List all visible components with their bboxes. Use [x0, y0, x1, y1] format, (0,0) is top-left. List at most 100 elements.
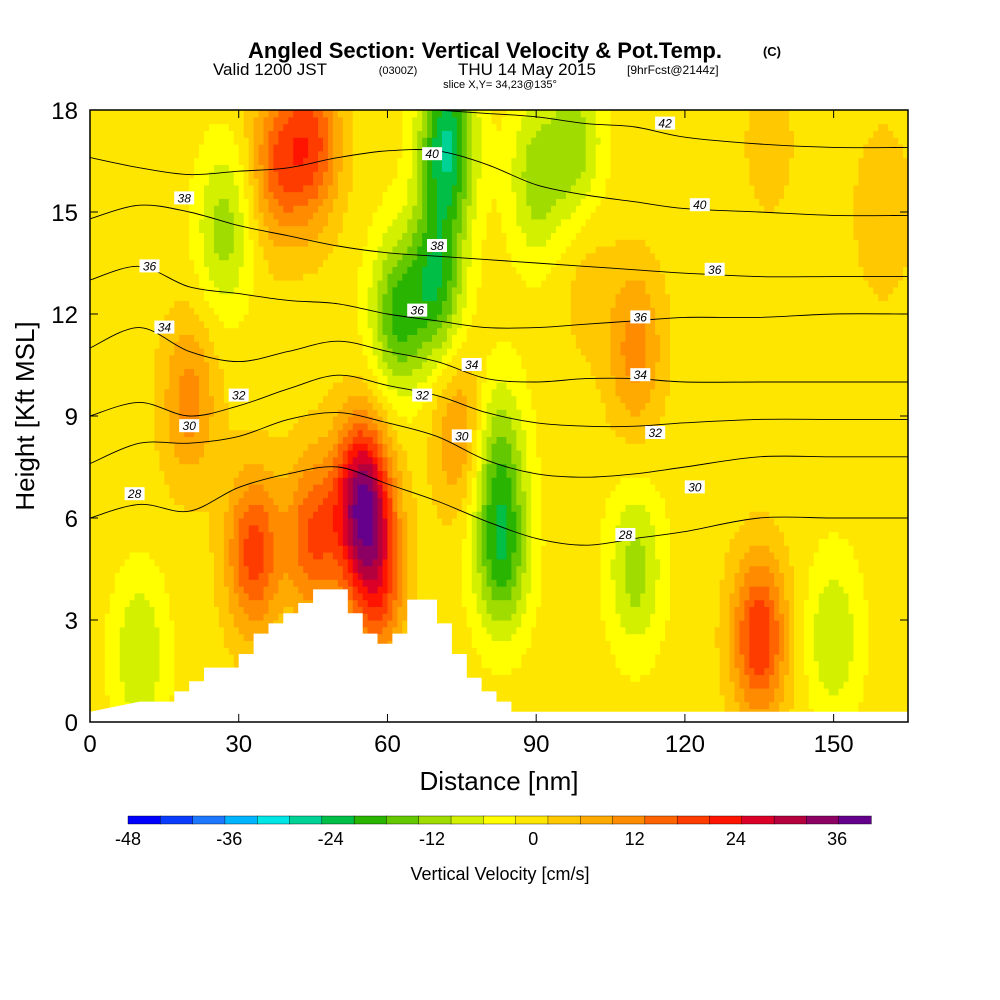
velocity-cell — [228, 341, 235, 349]
velocity-cell — [313, 429, 319, 437]
velocity-cell — [169, 538, 175, 546]
velocity-cell — [144, 694, 151, 703]
velocity-cell — [278, 361, 284, 369]
velocity-cell — [233, 640, 240, 648]
velocity-cell — [124, 246, 131, 254]
velocity-cell — [129, 334, 136, 342]
velocity-cell — [308, 416, 314, 424]
velocity-cell — [169, 572, 175, 580]
velocity-cell — [114, 606, 121, 614]
velocity-cell — [109, 184, 116, 193]
velocity-cell — [204, 477, 210, 485]
velocity-cell — [327, 266, 334, 274]
velocity-cell — [233, 504, 240, 512]
velocity-cell — [288, 354, 294, 363]
velocity-cell — [233, 327, 240, 335]
velocity-cell — [243, 382, 250, 390]
velocity-cell — [124, 368, 131, 376]
velocity-cell — [337, 565, 344, 573]
velocity-cell — [213, 660, 220, 669]
velocity-cell — [104, 273, 111, 281]
velocity-cell — [189, 252, 195, 261]
velocity-cell — [109, 701, 116, 709]
velocity-cell — [99, 463, 106, 471]
velocity-cell — [283, 382, 289, 390]
velocity-cell — [233, 531, 240, 539]
velocity-cell — [352, 246, 359, 254]
velocity-cell — [114, 280, 121, 288]
velocity-cell — [352, 212, 359, 220]
velocity-cell — [357, 144, 364, 152]
velocity-cell — [263, 273, 270, 281]
velocity-cell — [119, 361, 126, 369]
velocity-cell — [204, 511, 210, 519]
velocity-cell — [90, 654, 96, 662]
velocity-cell — [318, 307, 324, 315]
velocity-cell — [347, 293, 354, 301]
velocity-cell — [233, 259, 240, 267]
velocity-cell — [109, 592, 116, 601]
velocity-cell — [144, 511, 151, 519]
velocity-cell — [189, 395, 195, 403]
velocity-cell — [238, 552, 245, 560]
velocity-cell — [308, 531, 314, 539]
velocity-cell — [337, 388, 344, 397]
velocity-cell — [169, 688, 175, 696]
velocity-cell — [189, 320, 195, 329]
velocity-cell — [263, 259, 270, 267]
velocity-cell — [213, 558, 220, 567]
velocity-cell — [278, 354, 284, 363]
velocity-cell — [189, 354, 195, 363]
velocity-cell — [263, 205, 270, 213]
velocity-cell — [283, 524, 289, 533]
velocity-cell — [149, 456, 156, 465]
velocity-cell — [253, 606, 260, 614]
velocity-cell — [129, 259, 136, 267]
velocity-cell — [154, 218, 161, 227]
velocity-cell — [323, 205, 329, 213]
velocity-cell — [342, 450, 349, 458]
velocity-cell — [233, 246, 240, 254]
velocity-cell — [149, 232, 156, 240]
velocity-cell — [248, 443, 255, 451]
velocity-cell — [164, 490, 170, 499]
velocity-cell — [184, 443, 190, 451]
velocity-cell — [94, 157, 101, 165]
velocity-cell — [194, 280, 200, 288]
velocity-cell — [357, 586, 364, 594]
velocity-cell — [134, 178, 141, 186]
velocity-cell — [313, 266, 319, 274]
velocity-cell — [149, 184, 156, 193]
velocity-cell — [337, 545, 344, 553]
velocity-cell — [154, 225, 161, 233]
velocity-cell — [327, 334, 334, 342]
velocity-cell — [303, 572, 309, 580]
velocity-cell — [129, 552, 136, 560]
velocity-cell — [99, 667, 106, 675]
velocity-cell — [258, 429, 265, 437]
velocity-cell — [298, 395, 304, 403]
velocity-cell — [90, 259, 96, 267]
velocity-cell — [208, 144, 215, 152]
velocity-cell — [268, 402, 275, 410]
velocity-cell — [332, 178, 339, 186]
velocity-cell — [238, 450, 245, 458]
velocity-cell — [347, 599, 354, 607]
velocity-cell — [273, 320, 279, 329]
velocity-cell — [189, 667, 195, 675]
velocity-cell — [184, 579, 190, 587]
velocity-cell — [94, 558, 101, 567]
velocity-cell — [243, 422, 250, 431]
velocity-cell — [114, 504, 121, 512]
velocity-cell — [119, 395, 126, 403]
velocity-cell — [213, 531, 220, 539]
velocity-cell — [149, 395, 156, 403]
velocity-cell — [218, 552, 225, 560]
velocity-cell — [327, 191, 334, 199]
velocity-cell — [233, 307, 240, 315]
velocity-cell — [273, 293, 279, 301]
velocity-cell — [134, 688, 141, 696]
velocity-cell — [204, 416, 210, 424]
velocity-cell — [149, 477, 156, 485]
velocity-cell — [357, 606, 364, 614]
